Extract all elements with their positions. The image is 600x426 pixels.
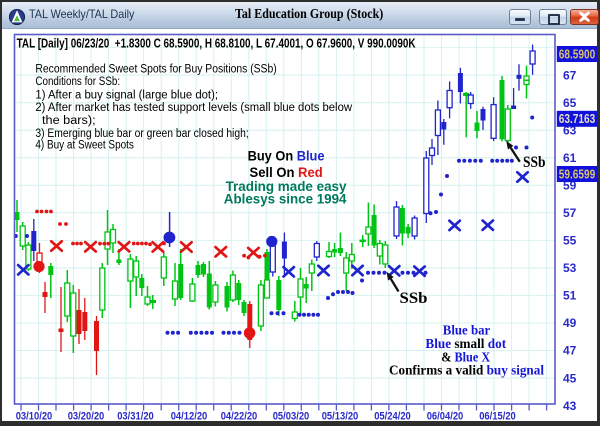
- svg-text:65: 65: [563, 96, 577, 110]
- svg-text:04/12/20: 04/12/20: [171, 411, 208, 423]
- svg-text:Trading made easy: Trading made easy: [226, 179, 347, 194]
- svg-text:49: 49: [563, 316, 577, 330]
- svg-text:47: 47: [563, 344, 577, 358]
- svg-text:03/20/20: 03/20/20: [68, 411, 105, 423]
- svg-text:03/31/20: 03/31/20: [117, 411, 154, 423]
- svg-text:63: 63: [563, 123, 577, 137]
- svg-text:SSb: SSb: [400, 290, 428, 307]
- svg-text:06/04/20: 06/04/20: [427, 411, 464, 423]
- svg-text:06/15/20: 06/15/20: [479, 411, 516, 423]
- svg-text:63.7163: 63.7163: [559, 112, 596, 126]
- svg-text:Recommended Sweet Spots for Bu: Recommended Sweet Spots for Buy Position…: [35, 63, 276, 75]
- svg-text:67: 67: [563, 68, 577, 82]
- svg-text:& Blue X: & Blue X: [441, 349, 490, 364]
- svg-text:68.5900: 68.5900: [559, 47, 596, 61]
- svg-text:03/10/20: 03/10/20: [16, 411, 53, 423]
- svg-text:Sell On Red: Sell On Red: [250, 165, 323, 180]
- svg-text:2) After market has tested sup: 2) After market has tested support level…: [35, 102, 352, 114]
- svg-text:05/03/20: 05/03/20: [273, 411, 310, 423]
- svg-text:Buy On Blue: Buy On Blue: [248, 149, 325, 164]
- svg-text:05/13/20: 05/13/20: [322, 411, 359, 423]
- svg-text:Confirms a valid buy signal: Confirms a valid buy signal: [389, 362, 544, 377]
- svg-text:45: 45: [563, 371, 577, 385]
- svg-text:05/24/20: 05/24/20: [374, 411, 411, 423]
- svg-text:Blue small dot: Blue small dot: [425, 336, 506, 351]
- svg-text:the bars);: the bars);: [42, 115, 96, 127]
- svg-text:Blue bar: Blue bar: [443, 323, 490, 338]
- svg-text:57: 57: [563, 206, 577, 220]
- svg-text:4) Buy at Sweet Spots: 4) Buy at Sweet Spots: [35, 139, 134, 151]
- svg-text:1) After a buy signal (large b: 1) After a buy signal (large blue dot);: [35, 89, 218, 101]
- svg-text:SSb: SSb: [523, 154, 546, 171]
- svg-text:Ablesys since 1994: Ablesys since 1994: [224, 192, 347, 207]
- svg-text:61: 61: [563, 151, 577, 165]
- svg-text:51: 51: [563, 289, 577, 303]
- svg-text:3) Emerging blue bar or green: 3) Emerging blue bar or green bar closed…: [35, 128, 248, 140]
- svg-text:55: 55: [563, 234, 577, 248]
- svg-text:43: 43: [563, 399, 577, 413]
- svg-text:TAL [Daily] 06/23/20 +1.8300: TAL [Daily] 06/23/20 +1.8300 C 68.5900, …: [17, 35, 416, 50]
- svg-text:59.6599: 59.6599: [559, 167, 596, 181]
- svg-text:Conditions for SSb:: Conditions for SSb:: [35, 76, 120, 88]
- svg-text:04/22/20: 04/22/20: [221, 411, 258, 423]
- svg-text:53: 53: [563, 261, 577, 275]
